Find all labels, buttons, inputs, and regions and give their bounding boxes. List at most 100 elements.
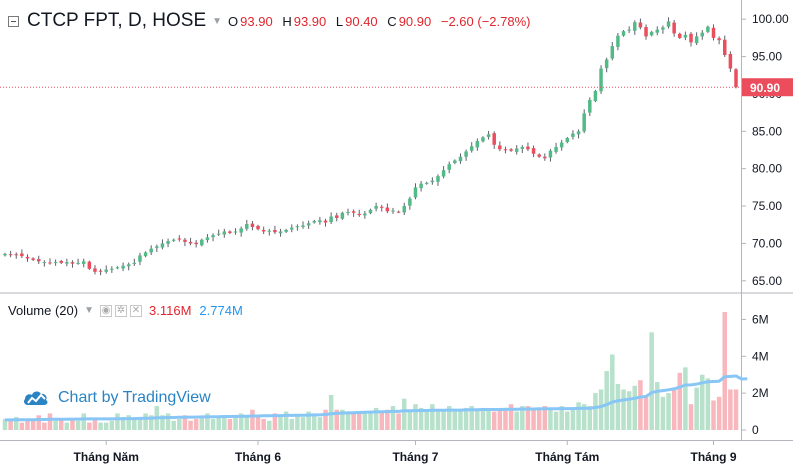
volume-bar [238,413,244,430]
candle [633,20,637,35]
candle [93,265,97,275]
candle-body [228,231,232,233]
candle-body [565,138,570,143]
volume-bar [340,409,345,430]
candle-body [447,164,451,170]
candle [261,226,266,235]
volume-tick-label: 6M [752,312,769,326]
candle-body [194,242,198,245]
candle-body [604,59,609,69]
volume-bar [570,407,576,430]
candle [644,24,648,40]
candle-body [138,255,142,262]
candle [363,210,367,219]
volume-bar [306,411,311,430]
candle [171,238,176,242]
collapse-icon[interactable] [8,15,19,27]
volume-bars-group [2,312,739,430]
candle [486,130,491,140]
volume-bar [660,396,666,430]
candle-body [430,180,435,183]
volume-bar [598,389,604,430]
candle [14,252,18,259]
time-tick-label: Tháng 9 [690,450,736,464]
candle-body [323,220,328,223]
candle [357,209,361,217]
volume-bar [199,417,205,430]
candle [610,42,615,61]
volume-bar [413,404,418,430]
candle [59,259,63,264]
settings-gear-icon[interactable]: ✲ [115,304,127,317]
candle [509,148,513,152]
candle [396,210,401,214]
volume-bar [227,418,233,430]
volume-bar [103,422,109,430]
candle [81,258,86,268]
volume-bar [216,417,221,430]
candle-body [351,211,356,213]
volume-bar [677,372,683,430]
candle-body [509,149,513,151]
candle [3,252,7,257]
tradingview-branding[interactable]: Chart by TradingView [22,387,211,409]
volume-tick-label: 4M [752,349,769,363]
candle-body [694,36,699,44]
volume-bar [233,415,238,430]
volume-bar [8,420,13,430]
volume-bar [424,411,429,430]
volume-bar [441,411,446,430]
volume-bar [469,406,474,430]
candle-body [200,239,204,246]
time-tick-label: Tháng Năm [74,450,139,464]
volume-bar [593,393,598,430]
candle-body [554,147,558,152]
candle [734,68,738,89]
volume-bar [700,374,705,430]
price-tick-label: 95.00 [752,50,782,64]
candle [380,204,384,212]
candle [160,239,165,250]
candle-body [368,209,373,214]
volume-bar [728,389,733,430]
volume-bar [733,389,739,430]
candle [469,142,474,153]
eye-icon[interactable]: ◉ [100,304,112,317]
candle-body [278,231,283,234]
candle [318,216,322,225]
candle [531,145,536,158]
candle-body [661,27,665,30]
volume-chevron-down-icon[interactable]: ▼ [84,305,94,316]
candle-body [588,99,592,113]
candle-body [87,261,92,269]
chevron-down-icon[interactable]: ▼ [212,15,223,27]
candle-body [514,148,519,152]
candle-body [706,26,710,32]
candle [458,153,463,164]
candle-body [374,206,378,209]
volume-bar [109,420,115,430]
remove-close-icon[interactable]: ✕ [130,304,142,317]
candle [301,221,305,229]
volume-bar [503,407,508,430]
volume-bar [520,406,525,430]
volume-bar [115,413,120,430]
volume-bar [497,409,503,430]
volume-bar [475,409,480,430]
volume-bar [385,409,390,430]
candle-body [582,113,586,132]
volume-bar [694,387,699,430]
candle-body [318,220,322,223]
volume-bar [250,409,255,430]
volume-bar [379,411,384,430]
volume-bar [222,415,227,430]
volume-bar [75,420,81,430]
candle [447,161,451,174]
candle [537,153,541,158]
candle [155,244,159,253]
volume-bar [42,422,47,430]
candle-body [121,265,125,269]
candle [115,266,120,270]
volume-bar [626,391,632,430]
